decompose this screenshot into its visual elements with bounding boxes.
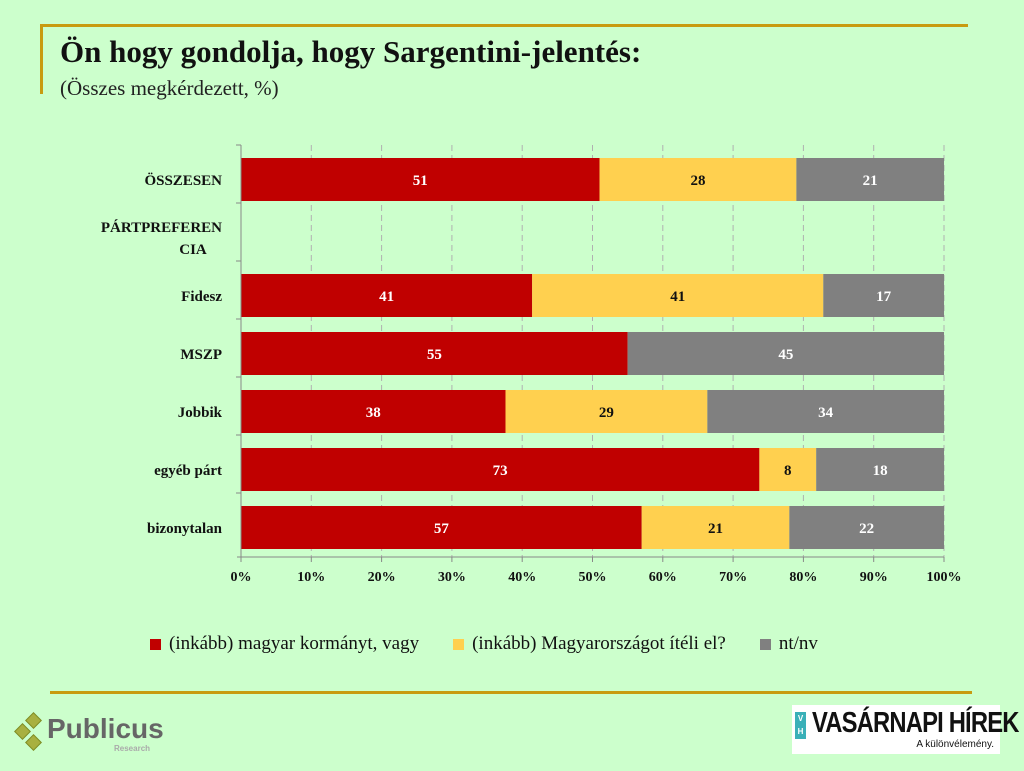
vh-v: V [797, 714, 804, 723]
data-label: 21 [863, 173, 878, 189]
data-label: 55 [427, 347, 442, 363]
data-label: 73 [493, 463, 508, 479]
legend-label: (inkább) magyar kormányt, vagy [169, 633, 420, 654]
footer-rule [50, 691, 972, 694]
category-label: MSZP [180, 347, 222, 363]
bar-segment [627, 332, 944, 375]
vasarnapi-tagline: A különvélemény. [916, 739, 994, 750]
bar-segment [796, 158, 944, 201]
x-tick-label: 100% [927, 570, 962, 585]
title-rule-top [40, 24, 968, 27]
data-label: 17 [876, 289, 892, 305]
bar-segment [505, 390, 708, 433]
data-label: 8 [784, 463, 792, 479]
legend-item-1: (inkább) magyar kormányt, vagy [150, 633, 419, 655]
x-tick-label: 50% [579, 570, 607, 585]
data-label: 22 [859, 521, 874, 537]
chart-title: Ön hogy gondolja, hogy Sargentini-jelent… [60, 34, 642, 69]
legend-swatch [453, 638, 465, 650]
bar-segment [241, 448, 760, 491]
chart-subtitle: (Összes megkérdezett, %) [60, 76, 279, 100]
data-label: 29 [599, 405, 614, 421]
bar-segment [789, 506, 944, 549]
bar-segment [241, 332, 628, 375]
x-tick-label: 90% [860, 570, 888, 585]
data-label: 21 [708, 521, 723, 537]
x-tick-label: 0% [231, 570, 252, 585]
bar-segment [532, 274, 824, 317]
data-label: 34 [818, 405, 834, 421]
legend-swatch [150, 638, 161, 650]
bar-segment [707, 390, 944, 433]
category-label: PÁRTPREFEREN CIA [101, 219, 222, 258]
legend-item-3: nt/nv [759, 633, 818, 655]
data-label: 41 [670, 289, 685, 305]
title-rule-left [40, 24, 43, 94]
x-tick-label: 40% [508, 570, 536, 585]
stacked-bar-chart: ÖSSZESEN 51 28 21 PÁRTPREFEREN CIA Fidesz 41 41 1… [101, 144, 962, 585]
bar-segment [641, 506, 790, 549]
data-label: 45 [778, 347, 793, 363]
bar-segment [759, 448, 817, 491]
data-label: 38 [366, 405, 381, 421]
x-tick-label: 80% [789, 570, 817, 585]
bar-segment [241, 390, 506, 433]
x-tick-label: 20% [368, 570, 396, 585]
publicus-logo: Publicus Research [14, 712, 164, 756]
publicus-sub: Research [114, 744, 151, 753]
legend: (inkább) magyar kormányt, vagy (inkább) … [150, 633, 818, 655]
data-label: 41 [379, 289, 394, 305]
vasarnapi-wordmark: VASÁRNAPI HÍREK [812, 707, 1019, 739]
category-label: egyéb párt [154, 463, 222, 479]
bar-segment [816, 448, 944, 491]
data-label: 28 [690, 173, 705, 189]
legend-label: (inkább) Magyarországot ítéli el? [472, 633, 726, 654]
legend-swatch [759, 638, 771, 650]
data-label: 51 [413, 173, 428, 189]
bar-segment [599, 158, 797, 201]
bar-segment [241, 274, 533, 317]
data-label: 18 [873, 463, 888, 479]
x-tick-label: 70% [719, 570, 747, 585]
category-label: ÖSSZESEN [144, 172, 222, 189]
x-tick-label: 30% [438, 570, 466, 585]
x-tick-label: 60% [649, 570, 677, 585]
bar-segment [241, 158, 600, 201]
publicus-wordmark: Publicus [47, 713, 164, 744]
legend-label: nt/nv [778, 633, 818, 654]
bar-segment [241, 506, 642, 549]
legend-item-2: (inkább) Magyarországot ítéli el? [453, 633, 726, 655]
category-label: bizonytalan [147, 521, 223, 537]
publicus-diamonds-icon [14, 712, 42, 751]
bar-segment [823, 274, 944, 317]
category-label: Jobbik [178, 405, 223, 421]
category-label: Fidesz [181, 289, 222, 305]
vh-h: H [797, 727, 804, 736]
data-label: 57 [434, 521, 450, 537]
x-tick-label: 10% [297, 570, 325, 585]
